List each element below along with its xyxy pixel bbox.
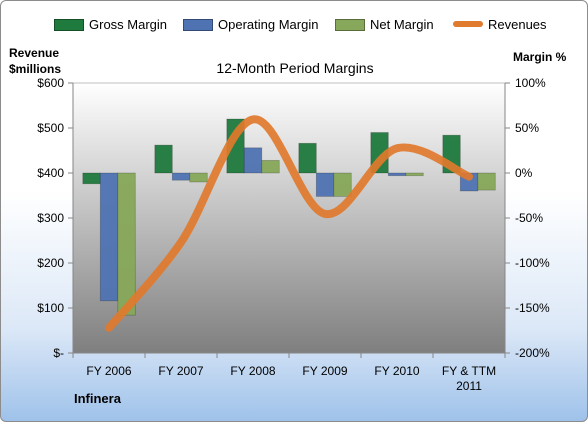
x-tick-label-5: FY & TTM 2011 [442, 364, 496, 393]
right-tick-label-3: -50% [515, 211, 543, 225]
right-tick-label-6: 100% [515, 76, 546, 90]
left-tick-label-2: $200 [37, 256, 64, 270]
bar-gross-1 [154, 144, 173, 174]
plot-area [72, 82, 506, 354]
left-axis-title: Revenue $millions [9, 45, 61, 77]
bar-net-5 [477, 172, 496, 191]
x-tick-label-2: FY 2008 [230, 364, 275, 378]
legend-label-operating: Operating Margin [218, 17, 319, 32]
legend-label-revenues: Revenues [488, 17, 547, 32]
legend-line-revenues [453, 21, 483, 27]
x-tick-label-3: FY 2009 [302, 364, 347, 378]
bars-layer [82, 118, 496, 316]
legend-swatch-operating [183, 19, 213, 31]
bar-net-3 [333, 172, 352, 197]
right-tick-label-5: 50% [515, 121, 539, 135]
revenue-line [105, 115, 473, 332]
left-tick-label-1: $100 [37, 301, 64, 315]
bar-net-2 [261, 159, 280, 174]
left-axis-title-line-2: $millions [9, 62, 62, 76]
legend-label-gross: Gross Margin [89, 17, 168, 32]
bar-net-4 [405, 172, 424, 177]
x-tick-label-0: FY 2006 [86, 364, 131, 378]
right-tick-label-4: 0% [515, 166, 533, 180]
bar-operating-3 [315, 172, 335, 197]
axes-layer: $- $100 $200 $300 $400 $500 $600 -200% -150% -100… [37, 76, 550, 393]
chart-title: 12-Month Period Margins [216, 60, 374, 76]
left-tick-label-4: $400 [37, 166, 64, 180]
bar-operating-0 [99, 172, 119, 302]
x-tick-label-1: FY 2007 [158, 364, 203, 378]
right-tick-label-0: -200% [515, 346, 550, 360]
left-axis-title-line-1: Revenue [9, 46, 60, 60]
legend-label-net: Net Margin [370, 17, 434, 32]
bar-net-0 [117, 172, 136, 316]
left-tick-label-3: $300 [37, 211, 64, 225]
left-tick-label-5: $500 [37, 121, 64, 135]
bar-operating-1 [171, 172, 191, 181]
legend-swatch-gross [54, 19, 84, 31]
right-tick-label-1: -150% [515, 301, 550, 315]
bar-gross-0 [82, 172, 101, 185]
bar-net-1 [189, 172, 208, 183]
left-tick-label-6: $600 [37, 76, 64, 90]
company-label: Infinera [74, 391, 121, 406]
bar-operating-2 [243, 147, 263, 174]
right-tick-label-2: -100% [515, 256, 550, 270]
left-tick-label-0: $- [53, 346, 64, 360]
bar-operating-4 [387, 172, 407, 177]
legend-swatch-net [335, 19, 365, 31]
bar-gross-3 [298, 142, 317, 174]
x-tick-label-4: FY 2010 [374, 364, 419, 378]
right-axis-title: Margin % [513, 50, 567, 64]
line-layer [105, 115, 473, 332]
